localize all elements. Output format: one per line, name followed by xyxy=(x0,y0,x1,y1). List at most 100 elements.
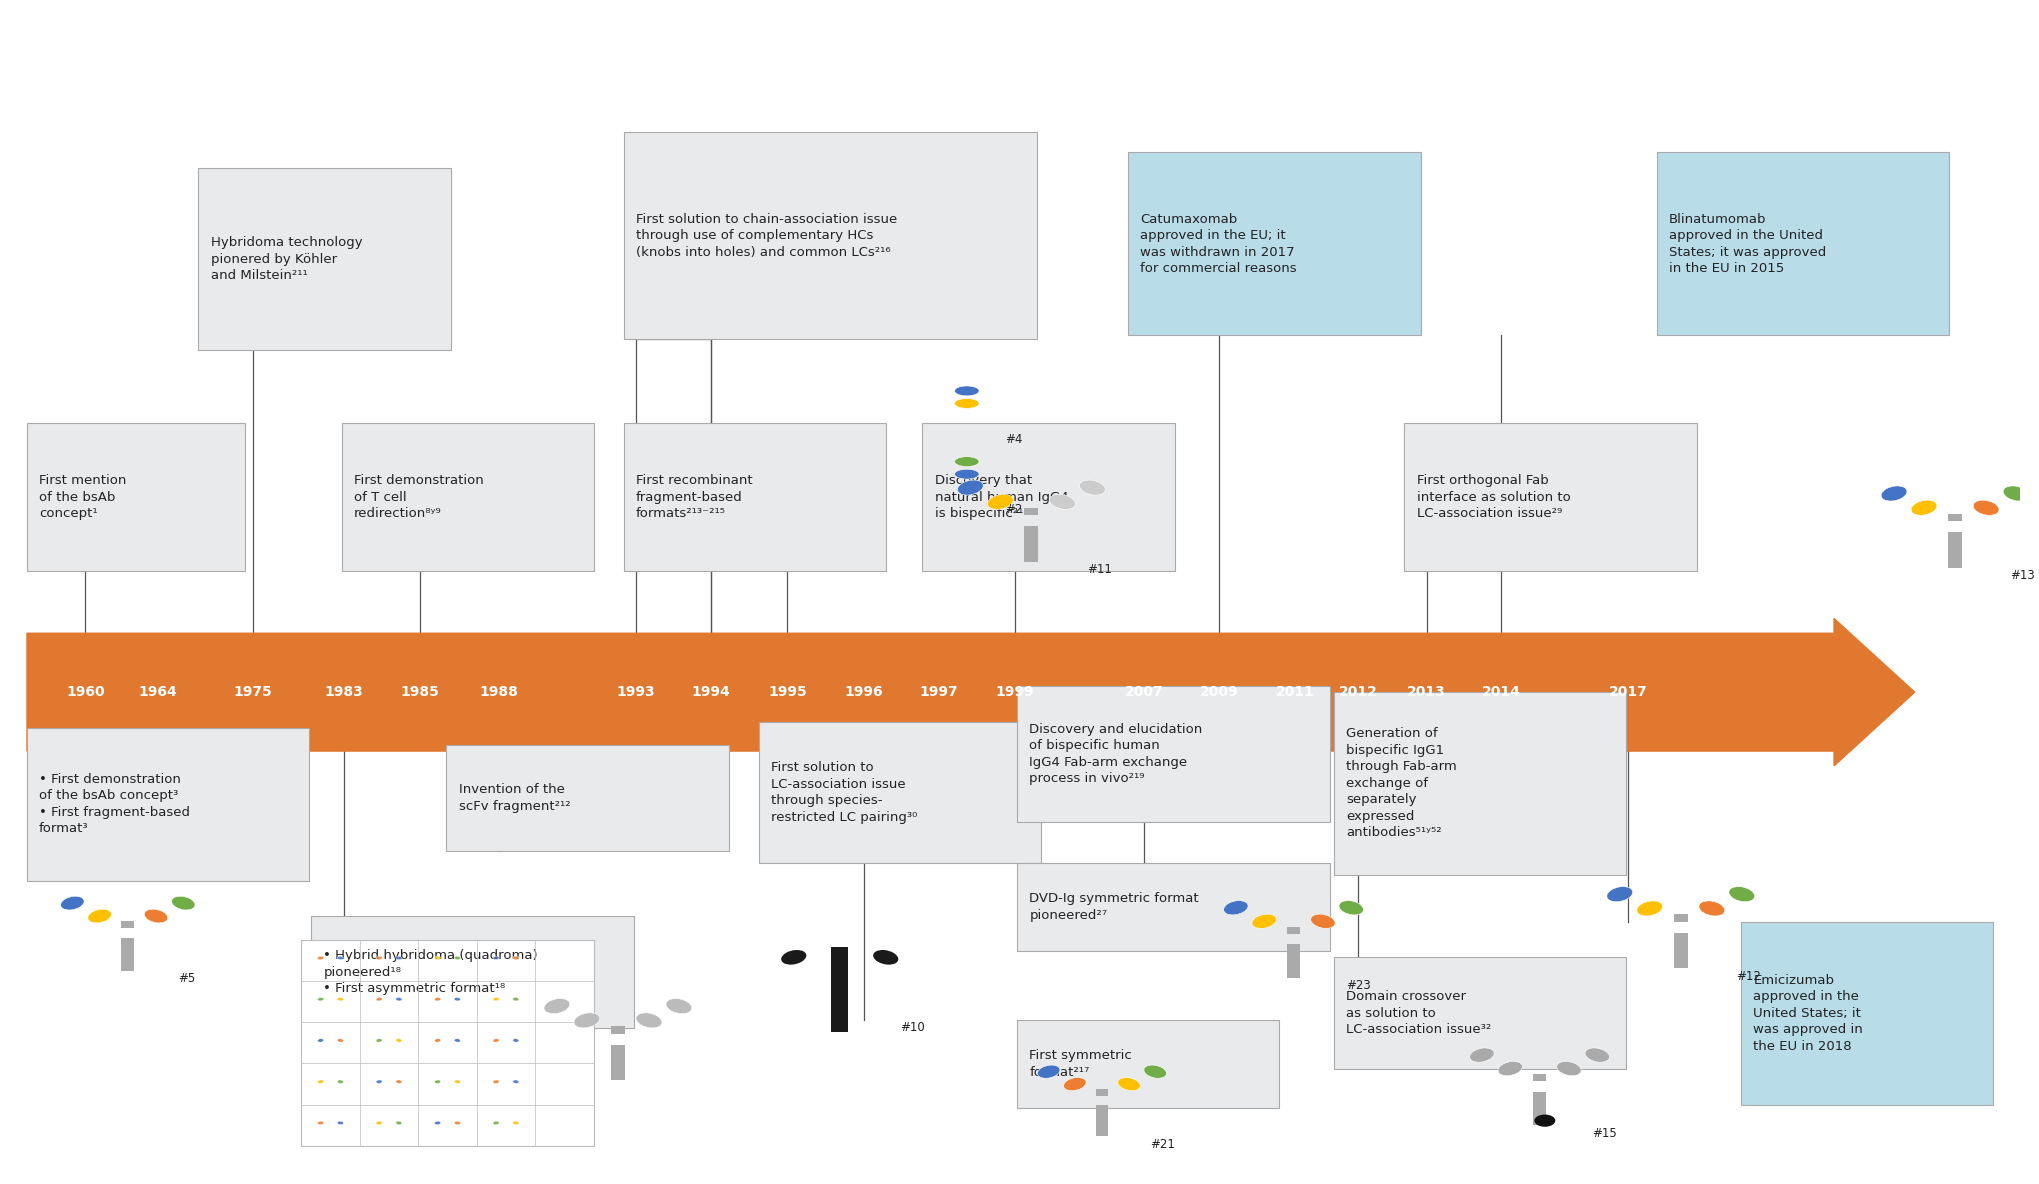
Ellipse shape xyxy=(171,896,196,910)
Text: 1964: 1964 xyxy=(139,686,177,700)
Bar xyxy=(1672,914,1686,922)
Text: #13: #13 xyxy=(2010,570,2035,583)
Ellipse shape xyxy=(636,1012,661,1028)
FancyBboxPatch shape xyxy=(624,133,1038,339)
Ellipse shape xyxy=(318,1038,324,1042)
Ellipse shape xyxy=(1584,1048,1609,1062)
Ellipse shape xyxy=(1062,1077,1085,1090)
Bar xyxy=(1095,1106,1107,1137)
Text: First orthogonal Fab
interface as solution to
LC-association issue²⁹: First orthogonal Fab interface as soluti… xyxy=(1415,474,1570,520)
Ellipse shape xyxy=(1635,901,1662,916)
Text: #10: #10 xyxy=(899,1021,924,1034)
Ellipse shape xyxy=(873,950,897,965)
FancyBboxPatch shape xyxy=(759,721,1042,863)
Ellipse shape xyxy=(455,1038,461,1042)
Ellipse shape xyxy=(318,1080,324,1083)
FancyBboxPatch shape xyxy=(624,424,885,571)
Bar xyxy=(302,940,593,1146)
Text: DVD-Ig symmetric format
pioneered²⁷: DVD-Ig symmetric format pioneered²⁷ xyxy=(1030,893,1199,922)
Ellipse shape xyxy=(375,1080,381,1083)
Text: 2011: 2011 xyxy=(1276,686,1315,700)
FancyBboxPatch shape xyxy=(27,424,245,571)
Ellipse shape xyxy=(396,1038,402,1042)
Circle shape xyxy=(1533,1114,1554,1127)
Ellipse shape xyxy=(512,957,518,960)
Text: Generation of
bispecific IgG1
through Fab-arm
exchange of
separately
expressed
a: Generation of bispecific IgG1 through Fa… xyxy=(1346,727,1456,839)
Bar xyxy=(1531,1074,1546,1081)
Ellipse shape xyxy=(455,1121,461,1125)
FancyBboxPatch shape xyxy=(1334,958,1625,1069)
Text: First solution to
LC-association issue
through species-
restricted LC pairing³⁰: First solution to LC-association issue t… xyxy=(771,761,918,824)
Text: #15: #15 xyxy=(1590,1127,1617,1140)
FancyBboxPatch shape xyxy=(922,424,1174,571)
Ellipse shape xyxy=(396,957,402,960)
Ellipse shape xyxy=(336,1080,343,1083)
Text: 2007: 2007 xyxy=(1123,686,1162,700)
FancyBboxPatch shape xyxy=(312,916,634,1028)
Ellipse shape xyxy=(336,957,343,960)
FancyArrow shape xyxy=(27,618,1915,766)
Ellipse shape xyxy=(493,997,500,1000)
Text: 1988: 1988 xyxy=(479,686,518,700)
FancyBboxPatch shape xyxy=(27,727,310,881)
FancyBboxPatch shape xyxy=(341,424,593,571)
Ellipse shape xyxy=(1556,1061,1580,1076)
Ellipse shape xyxy=(1223,901,1248,915)
Text: 1985: 1985 xyxy=(400,686,440,700)
Text: #23: #23 xyxy=(1346,979,1370,992)
Ellipse shape xyxy=(1117,1077,1140,1090)
Text: First solution to chain-association issue
through use of complementary HCs
(knob: First solution to chain-association issu… xyxy=(636,212,897,258)
Ellipse shape xyxy=(512,1080,518,1083)
Text: 1960: 1960 xyxy=(65,686,104,700)
FancyBboxPatch shape xyxy=(1656,153,1947,335)
FancyBboxPatch shape xyxy=(1334,693,1625,875)
Ellipse shape xyxy=(1698,901,1723,916)
Ellipse shape xyxy=(88,909,112,922)
Ellipse shape xyxy=(455,957,461,960)
Bar xyxy=(1947,514,1962,521)
Ellipse shape xyxy=(493,1038,500,1042)
Ellipse shape xyxy=(434,1121,440,1125)
Text: • Hybrid hybridoma (quadroma)
pioneered¹⁸
• First asymmetric format¹⁸: • Hybrid hybridoma (quadroma) pioneered¹… xyxy=(324,950,538,995)
Ellipse shape xyxy=(512,1038,518,1042)
Text: First recombinant
fragment-based
formats²¹³⁻²¹⁵: First recombinant fragment-based formats… xyxy=(636,474,752,520)
Text: #5: #5 xyxy=(177,972,196,985)
Text: 1994: 1994 xyxy=(691,686,730,700)
Text: #21: #21 xyxy=(1150,1138,1174,1151)
FancyBboxPatch shape xyxy=(198,168,451,350)
Text: Emicizumab
approved in the
United States; it
was approved in
the EU in 2018: Emicizumab approved in the United States… xyxy=(1752,973,1862,1053)
FancyBboxPatch shape xyxy=(1403,424,1696,571)
Bar xyxy=(122,921,135,928)
Ellipse shape xyxy=(573,1012,599,1028)
Text: First demonstration
of T cell
redirection⁸ʸ⁹: First demonstration of T cell redirectio… xyxy=(353,474,483,520)
Ellipse shape xyxy=(781,950,805,965)
Ellipse shape xyxy=(434,1038,440,1042)
Ellipse shape xyxy=(396,1080,402,1083)
Text: Discovery and elucidation
of bispecific human
IgG4 Fab-arm exchange
process in v: Discovery and elucidation of bispecific … xyxy=(1030,722,1203,785)
Ellipse shape xyxy=(493,1121,500,1125)
Ellipse shape xyxy=(954,386,979,395)
Text: First mention
of the bsAb
concept¹: First mention of the bsAb concept¹ xyxy=(39,474,126,520)
Ellipse shape xyxy=(954,457,979,466)
Text: 1999: 1999 xyxy=(995,686,1034,700)
Ellipse shape xyxy=(455,997,461,1000)
FancyBboxPatch shape xyxy=(447,745,728,851)
Text: Catumaxomab
approved in the EU; it
was withdrawn in 2017
for commercial reasons: Catumaxomab approved in the EU; it was w… xyxy=(1140,212,1297,275)
Ellipse shape xyxy=(375,1038,381,1042)
Bar xyxy=(1672,933,1686,969)
Text: Discovery that
natural human IgG4
is bispecific²¹⁸: Discovery that natural human IgG4 is bis… xyxy=(934,474,1068,520)
Ellipse shape xyxy=(1880,485,1906,501)
Ellipse shape xyxy=(1048,494,1075,509)
FancyBboxPatch shape xyxy=(1017,1019,1278,1108)
Ellipse shape xyxy=(512,1121,518,1125)
Ellipse shape xyxy=(455,1080,461,1083)
Bar xyxy=(1531,1092,1546,1125)
Ellipse shape xyxy=(434,997,440,1000)
Text: 1993: 1993 xyxy=(616,686,655,700)
FancyBboxPatch shape xyxy=(1017,687,1329,822)
Text: 1983: 1983 xyxy=(324,686,363,700)
Ellipse shape xyxy=(1468,1048,1493,1062)
Ellipse shape xyxy=(493,957,500,960)
Ellipse shape xyxy=(1972,500,1998,515)
Ellipse shape xyxy=(512,997,518,1000)
